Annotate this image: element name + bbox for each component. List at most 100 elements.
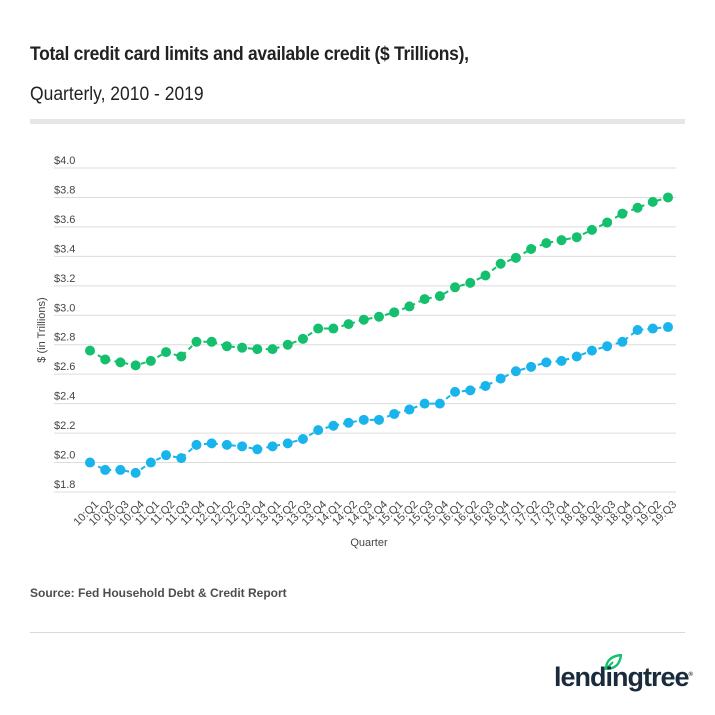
data-point[interactable]: 17:Q3: 2.68 bbox=[541, 357, 552, 368]
y-tick-label: $3.0 bbox=[54, 302, 75, 314]
data-point[interactable]: 16:Q4: 3.35 bbox=[495, 258, 506, 269]
data-point[interactable]: 11:Q4: 2.82 bbox=[191, 336, 202, 347]
data-point[interactable]: 14:Q1: 2.91 bbox=[328, 323, 339, 334]
data-point[interactable]: 16:Q3: 2.52 bbox=[480, 380, 491, 391]
data-point[interactable]: 11:Q2: 2.75 bbox=[161, 347, 172, 358]
data-point[interactable]: 13:Q4: 2.22 bbox=[313, 425, 324, 436]
data-point[interactable]: 11:Q2: 2.05 bbox=[161, 450, 172, 461]
data-point[interactable]: 12:Q4: 2.77 bbox=[252, 344, 263, 355]
data-point[interactable]: 15:Q2: 3.06 bbox=[404, 301, 415, 312]
data-point[interactable]: 18:Q1: 3.53 bbox=[571, 232, 582, 243]
data-point[interactable]: 14:Q2: 2.27 bbox=[343, 417, 354, 428]
data-point[interactable]: 19:Q3: 2.92 bbox=[663, 322, 673, 333]
data-point[interactable]: 14:Q2: 2.94 bbox=[343, 319, 354, 330]
data-point[interactable]: 17:Q1: 3.39 bbox=[510, 252, 521, 263]
data-point[interactable]: 12:Q1: 2.82 bbox=[206, 336, 217, 347]
series-group: 10:Q1: 2.76 10:Q2: 2.7 10:Q3: 2.68 10:Q4: 2… bbox=[85, 192, 673, 478]
data-point[interactable]: 15:Q2: 2.36 bbox=[404, 404, 415, 415]
data-point[interactable]: 16:Q2: 2.49 bbox=[465, 385, 476, 396]
data-point[interactable]: 19:Q2: 3.77 bbox=[647, 196, 658, 207]
data-point[interactable]: 16:Q1: 2.48 bbox=[450, 386, 461, 397]
data-point[interactable]: 15:Q1: 2.33 bbox=[389, 408, 400, 419]
data-point[interactable]: 13:Q1: 2.77 bbox=[267, 344, 278, 355]
data-point[interactable]: 15:Q3: 2.4 bbox=[419, 398, 430, 409]
data-point[interactable]: 14:Q3: 2.97 bbox=[358, 314, 369, 325]
data-point[interactable]: 13:Q2: 2.8 bbox=[282, 339, 293, 350]
data-point[interactable]: 13:Q1: 2.11 bbox=[267, 441, 278, 452]
x-axis-title: Quarter bbox=[350, 537, 388, 549]
data-point[interactable]: 19:Q1: 2.9 bbox=[632, 325, 643, 335]
data-point[interactable]: 18:Q4: 2.82 bbox=[617, 336, 628, 347]
data-point[interactable]: 11:Q4: 2.12 bbox=[191, 439, 202, 450]
data-point[interactable]: 15:Q1: 3.02 bbox=[389, 307, 400, 318]
data-point[interactable]: 10:Q4: 2.66 bbox=[130, 360, 141, 371]
data-point[interactable]: 10:Q2: 2.7 bbox=[100, 354, 111, 365]
data-point[interactable]: 10:Q4: 1.93 bbox=[130, 467, 141, 478]
y-tick-label: $3.2 bbox=[54, 273, 75, 285]
registered-mark: ® bbox=[688, 672, 693, 678]
data-point[interactable]: 12:Q3: 2.11 bbox=[237, 441, 248, 452]
data-point[interactable]: 12:Q4: 2.09 bbox=[252, 444, 263, 455]
data-point[interactable]: 15:Q3: 3.11 bbox=[419, 294, 430, 305]
data-point[interactable]: 17:Q1: 2.62 bbox=[510, 366, 521, 377]
series-line bbox=[89, 196, 669, 367]
line-chart: $1.8 $2.0 $2.2 $2.4 $2.6 $2.8 $3.0 $3.2 $3.4 $3.6… bbox=[36, 155, 679, 549]
data-point[interactable]: 17:Q2: 3.45 bbox=[526, 244, 537, 254]
data-point[interactable]: 10:Q3: 2.68 bbox=[115, 357, 126, 368]
data-point[interactable]: 14:Q4: 2.29 bbox=[374, 414, 384, 425]
data-point[interactable]: 16:Q3: 3.27 bbox=[480, 270, 491, 281]
y-tick-label: $3.4 bbox=[54, 243, 75, 255]
data-point[interactable]: 14:Q4: 2.99 bbox=[374, 311, 384, 322]
data-point[interactable]: 16:Q1: 3.19 bbox=[450, 282, 461, 293]
y-tick-label: $1.8 bbox=[54, 479, 75, 491]
lendingtree-logo: lendingtree® bbox=[554, 650, 693, 695]
data-point[interactable]: 13:Q3: 2.16 bbox=[297, 433, 308, 444]
data-point[interactable]: 10:Q2: 1.95 bbox=[100, 464, 111, 475]
data-point[interactable]: 15:Q4: 2.4 bbox=[434, 398, 445, 409]
data-point[interactable]: 17:Q4: 2.69 bbox=[556, 355, 567, 366]
data-point[interactable]: 16:Q2: 3.22 bbox=[465, 277, 476, 288]
data-point[interactable]: 14:Q1: 2.25 bbox=[328, 420, 339, 431]
data-point[interactable]: 10:Q3: 1.95 bbox=[115, 464, 126, 475]
leaf-icon bbox=[604, 654, 622, 670]
gridlines bbox=[54, 167, 676, 493]
data-point[interactable]: 11:Q1: 2.69 bbox=[145, 355, 156, 366]
y-tick-label: $2.4 bbox=[54, 391, 75, 403]
chart-title: Total credit card limits and available c… bbox=[30, 44, 469, 65]
data-point[interactable]: 12:Q2: 2.79 bbox=[221, 341, 232, 352]
data-point[interactable]: 15:Q4: 3.13 bbox=[434, 291, 445, 302]
data-point[interactable]: 12:Q2: 2.12 bbox=[221, 439, 232, 450]
data-point[interactable]: 18:Q4: 3.69 bbox=[617, 208, 628, 219]
header-divider bbox=[30, 119, 685, 124]
logo-text: lendingtree bbox=[554, 662, 690, 692]
data-point[interactable]: 18:Q2: 2.76 bbox=[586, 345, 597, 356]
series-available-credit: 10:Q1: 2 10:Q2: 1.95 10:Q3: 1.95 10:Q4: 1.9… bbox=[85, 322, 673, 478]
data-point[interactable]: 10:Q1: 2.76 bbox=[85, 345, 95, 356]
data-point[interactable]: 11:Q3: 2.03 bbox=[176, 453, 187, 464]
data-point[interactable]: 19:Q1: 3.73 bbox=[632, 202, 643, 213]
data-point[interactable]: 17:Q2: 2.65 bbox=[526, 361, 537, 372]
data-point[interactable]: 11:Q1: 2 bbox=[145, 457, 156, 468]
series-credit-limits: 10:Q1: 2.76 10:Q2: 2.7 10:Q3: 2.68 10:Q4: 2… bbox=[85, 192, 673, 371]
data-point[interactable]: 18:Q3: 2.79 bbox=[602, 341, 613, 352]
data-point[interactable]: 16:Q4: 2.57 bbox=[495, 373, 506, 384]
data-point[interactable]: 19:Q3: 3.8 bbox=[663, 192, 673, 203]
data-point[interactable]: 18:Q3: 3.63 bbox=[602, 217, 613, 228]
data-point[interactable]: 13:Q3: 2.84 bbox=[297, 333, 308, 344]
data-point[interactable]: 12:Q1: 2.13 bbox=[206, 438, 217, 449]
y-tick-label: $4.0 bbox=[54, 155, 75, 167]
y-tick-label: $3.6 bbox=[54, 214, 75, 226]
data-point[interactable]: 12:Q3: 2.78 bbox=[237, 342, 248, 353]
data-point[interactable]: 17:Q4: 3.51 bbox=[556, 235, 567, 246]
data-point[interactable]: 13:Q4: 2.91 bbox=[313, 323, 324, 334]
data-point[interactable]: 19:Q2: 2.91 bbox=[647, 323, 658, 334]
data-point[interactable]: 18:Q1: 2.72 bbox=[571, 351, 582, 362]
data-point[interactable]: 18:Q2: 3.58 bbox=[586, 224, 597, 235]
data-point[interactable]: 10:Q1: 2 bbox=[85, 457, 95, 468]
source-note: Source: Fed Household Debt & Credit Repo… bbox=[30, 586, 287, 600]
data-point[interactable]: 14:Q3: 2.29 bbox=[358, 414, 369, 425]
y-axis-title: $ (in Trillions) bbox=[36, 297, 48, 362]
data-point[interactable]: 17:Q3: 3.49 bbox=[541, 238, 552, 249]
data-point[interactable]: 11:Q3: 2.72 bbox=[176, 351, 187, 362]
data-point[interactable]: 13:Q2: 2.13 bbox=[282, 438, 293, 449]
